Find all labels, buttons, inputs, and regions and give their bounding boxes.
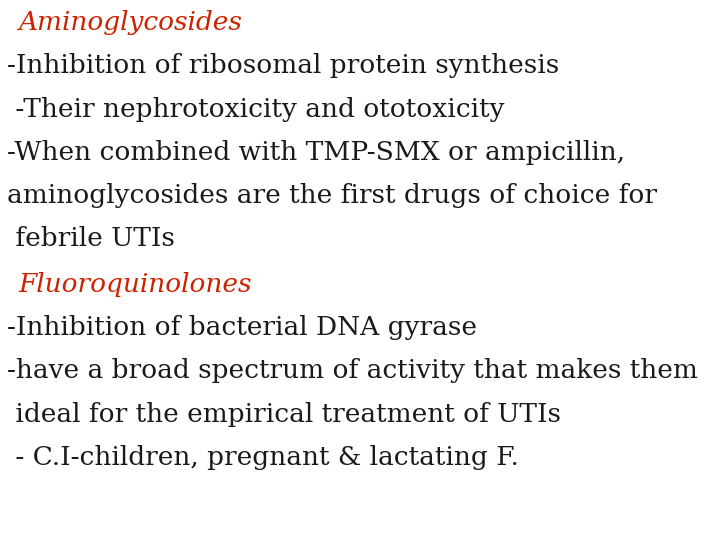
Text: -Inhibition of ribosomal protein synthesis: -Inhibition of ribosomal protein synthes…: [7, 53, 559, 78]
Text: febrile UTIs: febrile UTIs: [7, 226, 175, 251]
Text: - C.I-children, pregnant & lactating F.: - C.I-children, pregnant & lactating F.: [7, 445, 519, 470]
Text: ideal for the empirical treatment of UTIs: ideal for the empirical treatment of UTI…: [7, 402, 561, 427]
Text: -have a broad spectrum of activity that makes them: -have a broad spectrum of activity that …: [7, 359, 698, 383]
Text: -Their nephrotoxicity and ototoxicity: -Their nephrotoxicity and ototoxicity: [7, 97, 505, 122]
Text: aminoglycosides are the first drugs of choice for: aminoglycosides are the first drugs of c…: [7, 183, 657, 208]
Text: -When combined with TMP-SMX or ampicillin,: -When combined with TMP-SMX or ampicilli…: [7, 140, 626, 165]
Text: -Inhibition of bacterial DNA gyrase: -Inhibition of bacterial DNA gyrase: [7, 315, 477, 340]
Text: Aminoglycosides: Aminoglycosides: [18, 10, 242, 35]
Text: Fluoroquinolones: Fluoroquinolones: [18, 272, 251, 297]
